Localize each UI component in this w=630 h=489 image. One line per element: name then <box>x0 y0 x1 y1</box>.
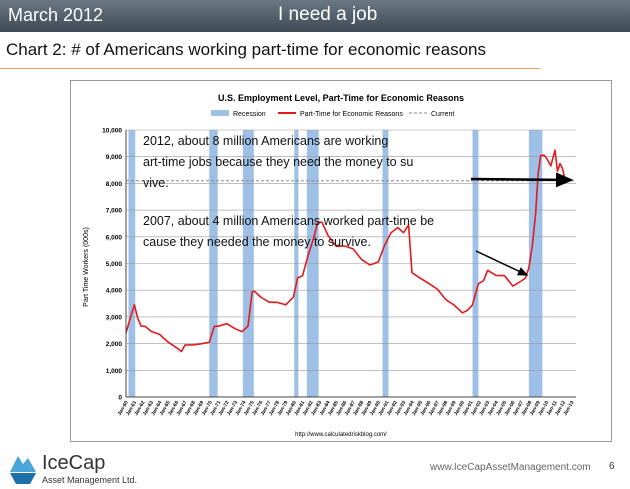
y-tick-label: 2,000 <box>106 341 123 348</box>
y-tick-label: 9,000 <box>106 154 123 161</box>
logo-subtitle: Asset Management Ltd. <box>42 475 138 485</box>
y-axis-label: Part Time Workers (000s) <box>83 227 90 307</box>
chart-source: http://www.calculatedriskblog.com/ <box>295 432 387 438</box>
legend-recession-label: Recession <box>233 111 266 118</box>
y-tick-label: 3,000 <box>106 314 123 321</box>
annotation-2012: 2012, about 8 million Americans are work… <box>143 134 417 190</box>
annotation-arrow-2012 <box>470 172 574 188</box>
legend-recession-swatch <box>211 110 229 116</box>
icecap-logo: IceCap Asset Management Ltd. <box>4 452 184 488</box>
header-bar: March 2012 I need a job <box>0 0 630 32</box>
footer-url: www.IceCapAssetManagement.com <box>430 462 591 473</box>
chart-frame: U.S. Employment Level, Part-Time for Eco… <box>70 80 612 442</box>
y-tick-label: 1,000 <box>106 368 123 375</box>
legend-current-label: Current <box>431 111 454 118</box>
header-date: March 2012 <box>8 5 104 25</box>
y-tick-label: 7,000 <box>106 208 123 215</box>
y-tick-label: 5,000 <box>106 261 123 268</box>
y-tick-label: 10,000 <box>102 128 122 135</box>
chart-title: U.S. Employment Level, Part-Time for Eco… <box>218 93 464 103</box>
y-tick-label: 4,000 <box>106 288 123 295</box>
logo-name: IceCap <box>42 452 106 474</box>
legend-series-label: Part-Time for Economic Reasons <box>300 111 403 118</box>
title-divider <box>0 68 540 69</box>
employment-chart: U.S. Employment Level, Part-Time for Eco… <box>83 93 576 438</box>
y-tick-label: 0 <box>118 395 122 402</box>
y-tick-label: 8,000 <box>106 181 123 188</box>
header-title: I need a job <box>278 4 378 25</box>
page-number: 6 <box>609 461 615 472</box>
y-tick-label: 6,000 <box>106 234 123 241</box>
slide-title: Chart 2: # of Americans working part-tim… <box>6 40 486 59</box>
iceberg-icon <box>10 456 36 484</box>
annotation-2007: 2007, about 4 million Americans worked p… <box>143 214 438 249</box>
annotation-arrow-2007 <box>475 250 529 276</box>
